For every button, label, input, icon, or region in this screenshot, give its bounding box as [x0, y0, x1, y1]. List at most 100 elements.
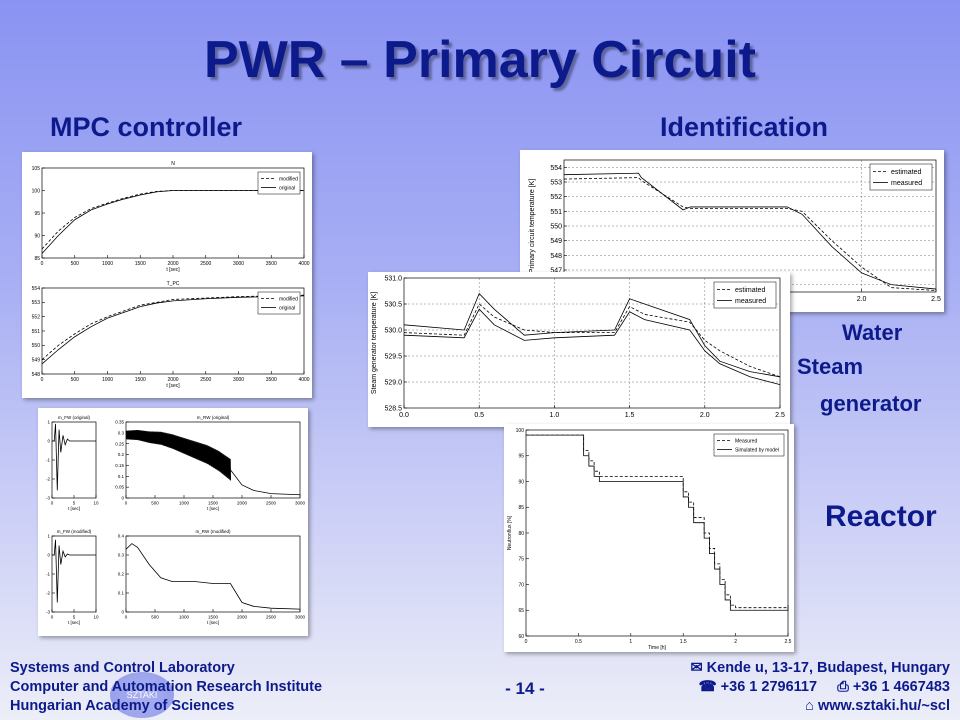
y-tick-label: 70: [518, 582, 524, 588]
home-icon: ⌂: [805, 698, 818, 714]
footer-org-3: Hungarian Academy of Sciences: [10, 698, 235, 714]
y-tick-label: 529.0: [384, 379, 402, 386]
x-tick-label: 1500: [135, 261, 146, 267]
fax-icon: ⎙: [821, 679, 853, 695]
x-tick-label: 1500: [208, 501, 219, 506]
series-line-measured: [403, 292, 781, 378]
series-line-estimated: [563, 177, 937, 291]
legend-entry: original: [279, 185, 295, 191]
y-tick-label: 529.5: [384, 353, 402, 360]
legend-box: [257, 291, 301, 315]
chart-id-primary: 2.02.5546547548549550551552553554Primary…: [529, 159, 941, 303]
chart-mrw-mod: 0 500 1000 1500 2000 2500 3000 0 0.1 0.2 0.3 0.4 m_R…: [118, 529, 306, 625]
y-tick-label: 90: [518, 479, 524, 485]
x-axis-label: t [sec]: [207, 620, 219, 625]
x-tick-label: 3500: [266, 261, 277, 267]
phone-icon: ☎: [698, 679, 721, 695]
legend-entry: estimated: [735, 287, 765, 294]
chart-title: m_RW (original): [197, 415, 230, 420]
y-axis-label: Primary circuit temperature [K]: [529, 179, 536, 274]
identification-heading: Identification: [660, 112, 828, 142]
y-tick-label: 95: [518, 454, 524, 460]
x-tick-label: 500: [151, 501, 159, 506]
x-tick-label: 3000: [233, 261, 244, 267]
series-line-simulated-by-model: [526, 434, 789, 611]
x-tick-label: 0.5: [575, 639, 582, 645]
series-line-original: [41, 295, 305, 365]
reactor-label: Reactor: [825, 500, 937, 533]
chart-mrw-orig: 0 500 1000 1500 2000 2500 3000 0 0.05 0.1 0.15 0.2 0…: [115, 415, 305, 511]
x-tick-label: 1.5: [625, 412, 635, 419]
x-tick-label: 2500: [200, 377, 211, 383]
y-tick-label: 0.3: [118, 430, 125, 435]
x-tick-label: 500: [71, 377, 80, 383]
series-line-series-0: [125, 543, 301, 610]
legend-entry: modified: [279, 176, 298, 182]
chart-title: m_FW (modified): [57, 529, 92, 534]
mpc-chart: 0 500 1000 1500 2000 2500 3000 3500 400085909510…: [32, 161, 310, 389]
x-tick-label: 500: [71, 261, 80, 267]
x-tick-label: 1500: [135, 377, 146, 383]
y-tick-label: 100: [32, 188, 41, 194]
x-tick-label: 0: [525, 639, 528, 645]
y-tick-label: 531.0: [384, 275, 402, 282]
x-tick-label: 0: [125, 501, 128, 506]
x-tick-label: 0: [41, 261, 44, 267]
chart-id-reactor: 0 0.5 1 1.5 2 2.5 60 65 70 75 80 85 90 95 100 Time [h] N…: [507, 428, 792, 651]
y-tick-label: 0.1: [118, 591, 125, 596]
y-tick-label: 547: [550, 267, 562, 274]
x-axis-label: t [sec]: [68, 506, 80, 511]
x-tick-label: 0: [41, 377, 44, 383]
generator-label: generator: [820, 391, 922, 416]
plot-area: [525, 429, 789, 637]
steam-label: Steam: [797, 354, 864, 379]
reactor-panel: 0 0.5 1 1.5 2 2.5 60 65 70 75 80 85 90 95 100 Time [h] N…: [504, 424, 794, 652]
x-tick-label: 1000: [179, 501, 190, 506]
y-tick-label: 85: [518, 505, 524, 511]
y-tick-label: 85: [34, 256, 40, 262]
footer-org-1: Systems and Control Laboratory: [10, 660, 235, 676]
x-tick-label: 2.5: [775, 412, 785, 419]
x-tick-label: 2.5: [785, 639, 792, 645]
y-axis-label: Neutronflux [%]: [507, 515, 513, 550]
y-tick-label: 0.35: [115, 420, 124, 425]
y-tick-label: 1: [47, 420, 50, 425]
x-axis-label: t [sec]: [166, 267, 180, 273]
legend-entry: measured: [735, 298, 766, 305]
x-tick-label: 0: [51, 501, 54, 506]
chart-mpc-n: 0 500 1000 1500 2000 2500 3000 3500 4000 85 90 95 10…: [32, 161, 310, 273]
y-tick-label: 0: [47, 553, 50, 558]
chart-title: m_RW (modified): [196, 529, 231, 534]
chart-mpc-tpc: 0 500 1000 1500 2000 2500 3000 3500 4000 548 549 55…: [32, 281, 310, 389]
mpc-chart-panel: 0 500 1000 1500 2000 2500 3000 3500 4000 85 90 95 10…: [22, 152, 312, 398]
legend-box: [257, 171, 301, 195]
y-tick-label: 80: [518, 531, 524, 537]
y-tick-label: 552: [550, 194, 562, 201]
x-tick-label: 2500: [200, 261, 211, 267]
y-tick-label: 553: [32, 300, 41, 306]
slide-title: PWR – Primary Circuit: [204, 31, 756, 89]
y-tick-label: 0.25: [115, 441, 124, 446]
y-tick-label: 75: [518, 557, 524, 563]
series-line-series-2: [403, 308, 781, 385]
x-axis-label: Time [h]: [648, 645, 666, 651]
x-tick-label: 2000: [167, 377, 178, 383]
y-tick-label: 528.5: [384, 405, 402, 412]
x-tick-label: 0: [51, 615, 54, 620]
y-tick-label: 0: [121, 496, 124, 501]
envelope-icon: ✉: [690, 660, 707, 676]
reactor-chart: 0 0.5 1 1.5 2 2.5 60 65 70 75 80 85 90 95 100 Time [h] N…: [507, 428, 792, 651]
series-noise-band: [125, 429, 232, 481]
series-line-original: [41, 190, 304, 254]
x-tick-label: 1.5: [680, 639, 687, 645]
x-tick-label: 2.5: [931, 296, 941, 303]
y-tick-label: 554: [550, 165, 562, 172]
y-tick-label: 549: [32, 357, 41, 363]
y-tick-label: 0.2: [118, 572, 125, 577]
x-tick-label: 2000: [167, 261, 178, 267]
y-tick-label: 0.15: [115, 463, 124, 468]
legend-entry: measured: [891, 180, 922, 187]
x-tick-label: 10: [93, 501, 99, 506]
y-tick-label: 60: [518, 634, 524, 640]
legend-box: [713, 433, 785, 457]
